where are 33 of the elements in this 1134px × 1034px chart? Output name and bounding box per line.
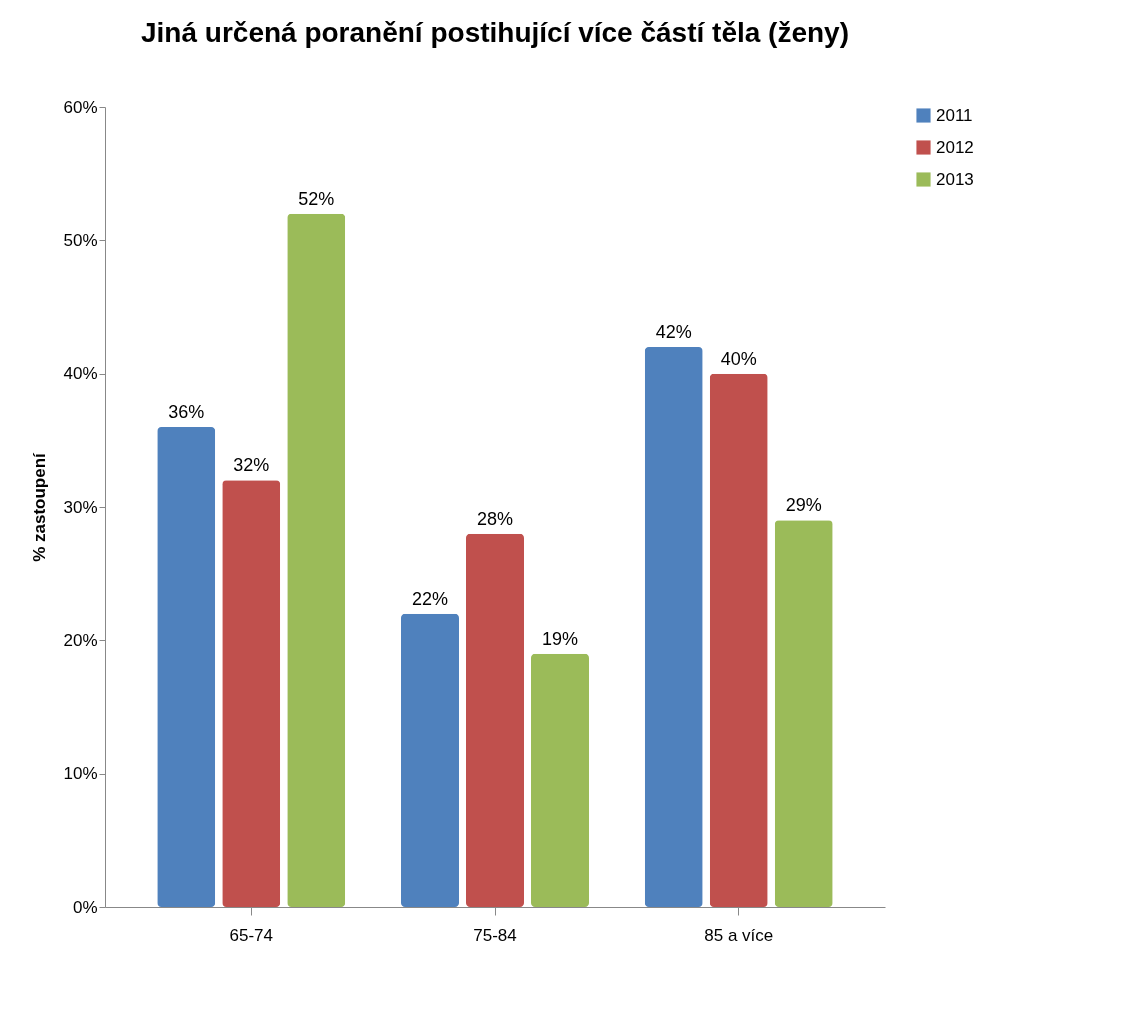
x-tick-label: 75-84: [473, 925, 517, 945]
bar: [774, 520, 833, 907]
data-label: 32%: [233, 455, 270, 476]
x-tick-label: 85 a více: [704, 925, 774, 945]
data-label: 40%: [720, 348, 757, 369]
x-tick-label: 65-74: [229, 925, 273, 945]
legend-label: 2011: [936, 105, 973, 125]
bar: [709, 373, 768, 907]
bar: [287, 213, 346, 907]
data-label: 42%: [655, 322, 692, 342]
data-label: 22%: [411, 588, 449, 609]
bar: [401, 613, 459, 907]
y-tick-label: 20%: [63, 630, 98, 650]
data-label: 36%: [168, 402, 205, 422]
y-tick-label: 40%: [63, 364, 98, 384]
legend-label: 2013: [936, 169, 974, 189]
y-tick-label: 0%: [72, 897, 98, 917]
y-tick-label: 30%: [63, 497, 98, 517]
y-tick-label: 60%: [63, 97, 98, 117]
bar: [222, 480, 281, 907]
bar: [466, 533, 524, 907]
data-label: 28%: [476, 508, 514, 529]
y-tick-label: 50%: [63, 230, 98, 250]
y-tick-label: 10%: [63, 764, 98, 784]
data-label: 52%: [298, 188, 335, 209]
bar: [644, 347, 703, 907]
y-axis-title: % zastoupení: [30, 451, 50, 562]
bar: [531, 653, 589, 907]
chart-title: Jiná určená poranění postihující více částí těla (ženy): [141, 17, 849, 48]
data-label: 29%: [785, 495, 822, 516]
bar: [157, 427, 216, 907]
data-label: 19%: [541, 628, 579, 649]
legend-label: 2012: [936, 137, 974, 157]
